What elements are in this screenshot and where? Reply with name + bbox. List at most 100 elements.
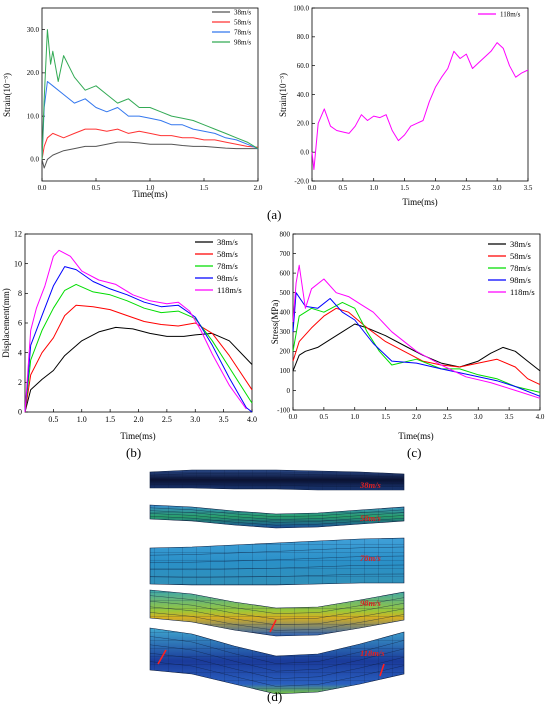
fem-mesh-line [149,476,405,481]
fem-strip: 58m/s [149,504,405,529]
y-axis-label: Displacement(mm) [1,288,11,357]
x-tick-label: 3.0 [190,415,200,424]
y-tick-label: 12 [14,230,22,239]
legend-label: 58m/s [510,251,531,261]
x-axis-label: Time(ms) [398,431,433,441]
fem-mesh-line [149,644,405,672]
crack-arrow [157,649,167,665]
series-line-78m/s [24,283,253,413]
series-line-38m/s [24,326,253,413]
x-tick-label: 3.0 [474,413,483,421]
x-tick-label: 1.0 [77,415,87,424]
legend-label: 98m/s [217,273,238,283]
series-line-58m/s [292,307,541,386]
x-tick-label: 2.0 [254,184,263,192]
x-tick-label: 1.5 [381,413,390,421]
legend-label: 58m/s [234,18,251,26]
panel-label-a: (a) [267,207,282,222]
y-tick-label: 0 [287,387,291,395]
x-tick-label: 2.5 [443,413,452,421]
chart-b: 0.5 1.0 1.5 2.0 2.5 3.0 3.5 4.0 0 2 4 6 8 10 12 Time(ms… [1,230,257,441]
fem-mesh-line [149,612,405,631]
legend-label: 38m/s [510,239,531,249]
speed-label: 98m/s [360,598,381,608]
y-tick-label: 0.0 [300,149,309,157]
fem-mesh-line [149,546,405,556]
fem-mesh-line [149,516,405,526]
y-tick-label: 600 [280,269,291,277]
plot-frame [41,7,259,182]
panel-label-d: (d) [267,689,283,704]
legend-label: 78m/s [217,261,238,271]
plot-frame [292,233,541,411]
x-tick-label: 3.5 [219,415,229,424]
y-tick-label: -100 [277,406,290,414]
fem-mesh [150,538,404,585]
fem-mesh-line [149,636,405,664]
legend-label: 98m/s [510,275,531,285]
fem-mesh-line [149,606,405,626]
chart-a-right: 0.0 0.5 1.0 1.5 2.0 2.5 3.0 3.5-20.00.020.040.0… [278,4,533,207]
y-axis-label: Strain(10⁻³) [278,73,288,117]
x-tick-label: 3.0 [493,184,502,192]
x-tick-label: 0.0 [38,184,47,192]
fem-mesh [150,505,404,528]
fem-mesh-line [149,473,405,478]
fem-mesh-line [149,573,405,578]
x-tick-label: 4.0 [247,415,257,424]
legend-label: 78m/s [510,263,531,273]
panel-label-b: (b) [126,445,142,460]
speed-label: 38m/s [359,480,381,490]
fem-mesh-line [149,480,405,484]
y-tick-label: 0 [18,408,22,417]
fem-strip: 78m/s [149,537,405,586]
x-tick-label: 0.0 [308,184,317,192]
fem-mesh [150,628,404,694]
x-axis-label: Time(ms) [120,431,155,441]
y-tick-label: 100.0 [293,4,309,12]
panel-label-c: (c) [407,445,422,460]
y-tick-label: 800 [280,230,291,238]
x-tick-label: 1.5 [105,415,115,424]
y-tick-label: 40.0 [297,91,310,99]
x-tick-label: 1.0 [350,413,359,421]
x-tick-label: 0.5 [92,184,101,192]
fem-simulation-panel: 38m/s 58m/s 78m/s 98m/s 118m/s [149,469,405,695]
x-tick-label: 0.5 [338,184,347,192]
series-line-58m/s [24,304,253,413]
fem-mesh-line [149,661,405,687]
fem-mesh-line [149,595,405,614]
x-axis-label: Time(ms) [402,197,437,207]
legend-label: 118m/s [217,285,242,295]
x-tick-label: 1.0 [369,184,378,192]
y-tick-label: 500 [280,289,291,297]
x-tick-label: 2.0 [412,413,421,421]
y-tick-label: 400 [280,309,291,317]
crack-arrow [379,663,385,677]
series-line-118m/s [292,264,541,399]
fem-strip: 118m/s [149,627,405,695]
series-line-98m/s [292,292,541,397]
legend-label: 38m/s [217,237,238,247]
y-tick-label: -20.0 [294,177,309,185]
speed-label: 118m/s [360,648,385,658]
x-tick-label: 1.0 [146,184,155,192]
y-tick-label: 10.0 [27,112,40,120]
x-tick-label: 2.0 [134,415,144,424]
y-tick-label: 80.0 [297,33,310,41]
fem-mesh-line [149,507,405,518]
speed-label: 58m/s [360,513,381,523]
x-tick-label: 3.5 [505,413,514,421]
legend-label: 58m/s [217,249,238,259]
y-tick-label: 20.0 [27,69,40,77]
series-line-38m/s [292,323,541,372]
x-tick-label: 2.0 [431,184,440,192]
y-tick-label: 8 [18,289,22,298]
y-tick-label: 4 [18,348,22,357]
legend-label: 78m/s [234,28,251,36]
series-line-98m/s [24,266,253,413]
x-tick-label: 2.5 [462,184,471,192]
series-line-78m/s [292,301,541,393]
y-tick-label: 300 [280,328,291,336]
